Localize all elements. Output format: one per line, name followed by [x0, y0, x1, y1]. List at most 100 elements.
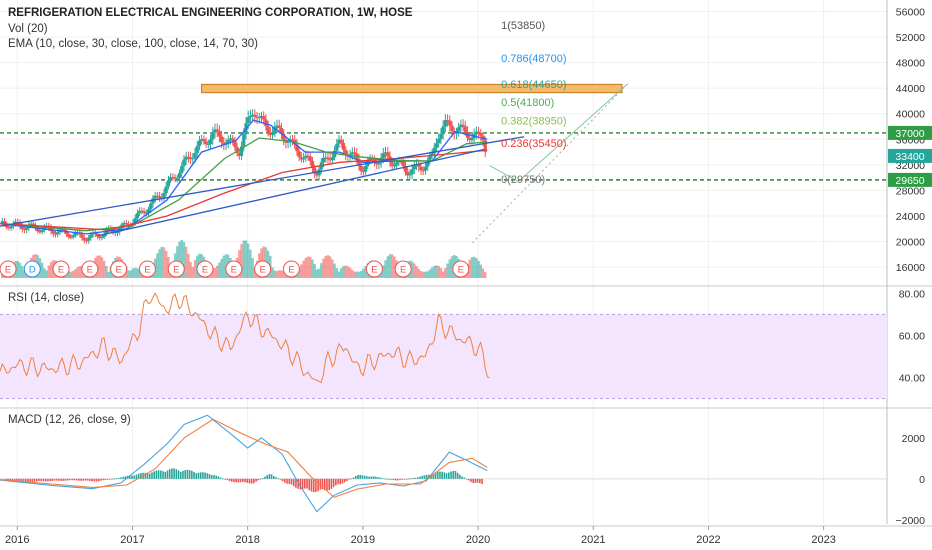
macd-histogram-bar: [44, 478, 47, 482]
macd-histogram-bar: [288, 478, 291, 484]
volume-bar: [302, 260, 305, 278]
candle-body: [375, 162, 379, 165]
volume-bar: [98, 255, 101, 278]
macd-histogram-bar: [286, 478, 288, 484]
macd-histogram-bar: [381, 478, 384, 479]
volume-bar: [446, 263, 449, 278]
macd-histogram-bar: [383, 478, 386, 480]
price-tag-label: 33400: [895, 151, 924, 163]
volume-bar: [253, 267, 257, 278]
macd-histogram-bar: [31, 478, 34, 482]
volume-bar: [215, 265, 219, 278]
volume-bar: [16, 261, 20, 278]
macd-line: [0, 414, 488, 513]
macd-histogram-bar: [363, 475, 366, 479]
macd-histogram-bar: [80, 478, 82, 481]
macd-histogram-bar: [73, 478, 76, 481]
volume-bar: [359, 271, 363, 278]
macd-histogram-bar: [33, 478, 36, 482]
macd-histogram-bar: [157, 470, 160, 479]
macd-histogram-bar: [452, 470, 455, 479]
macd-histogram-bar: [284, 478, 286, 483]
macd-histogram-bar: [171, 468, 173, 479]
candle-body: [417, 164, 421, 167]
macd-histogram-bar: [328, 478, 330, 490]
macd-histogram-bar: [140, 473, 142, 479]
candle-body: [146, 209, 151, 213]
macd-histogram-bar: [308, 478, 311, 491]
macd-histogram-bar: [144, 472, 147, 479]
candle-body: [180, 165, 184, 174]
candle-body: [197, 140, 202, 147]
projection-arrow-down: [489, 165, 519, 182]
candle-body: [262, 115, 266, 120]
candle-body: [383, 152, 388, 154]
macd-histogram-bar: [401, 478, 404, 480]
time-tick-label: 2021: [581, 534, 605, 546]
macd-histogram-bar: [208, 474, 211, 479]
volume-bar: [162, 247, 166, 278]
time-tick-label: 2020: [466, 534, 490, 546]
volume-bar: [100, 257, 104, 278]
candle-body: [162, 193, 166, 198]
volume-bar: [468, 259, 471, 278]
candle-body: [89, 234, 93, 238]
candle-body: [459, 124, 463, 128]
candle-body: [372, 159, 377, 163]
volume-bar: [393, 256, 396, 278]
volume-bar: [313, 263, 316, 278]
candle-body: [270, 132, 275, 136]
macd-histogram-bar: [343, 478, 346, 483]
volume-bar: [448, 259, 451, 278]
candle-body: [297, 151, 301, 158]
macd-histogram-bar: [206, 473, 209, 479]
candle-body: [463, 126, 467, 132]
earnings-marker: [52, 260, 70, 278]
candle-body: [38, 231, 42, 233]
macd-histogram-bar: [425, 474, 428, 479]
price-tick-label: 56000: [896, 7, 925, 19]
earnings-marker: [81, 260, 99, 278]
candle-body: [173, 177, 177, 179]
macd-tick-label: 0: [919, 474, 925, 486]
candle-body: [434, 143, 439, 148]
candle-body: [290, 139, 295, 141]
macd-histogram-bar: [330, 478, 333, 489]
macd-histogram-bar: [257, 478, 260, 481]
macd-histogram-bar: [175, 469, 178, 479]
macd-histogram-bar: [71, 478, 74, 481]
earnings-marker-label: E: [87, 265, 93, 276]
volume-bar: [346, 266, 350, 278]
volume-bar: [191, 266, 195, 278]
volume-bar: [21, 266, 24, 278]
price-tag-label: 29650: [895, 175, 924, 187]
macd-histogram-bar: [237, 478, 240, 483]
candle-body: [175, 177, 179, 179]
rsi-tick-label: 80.00: [899, 288, 925, 300]
macd-histogram-bar: [111, 478, 113, 480]
earnings-marker-label: E: [231, 265, 237, 276]
macd-histogram-bar: [69, 478, 71, 481]
macd-histogram-bar: [224, 478, 226, 480]
macd-histogram-bar: [42, 478, 45, 482]
volume-bar: [193, 260, 197, 278]
candle-body: [412, 165, 416, 170]
macd-histogram-bar: [35, 478, 38, 482]
price-tick-label: 28000: [896, 185, 925, 197]
earnings-marker: [365, 260, 383, 278]
volume-label: Vol (20): [8, 23, 48, 35]
macd-histogram-bar: [62, 478, 65, 481]
candle-body: [195, 146, 199, 154]
volume-bar: [244, 240, 248, 278]
candle-body: [450, 125, 454, 132]
earnings-marker-label: E: [259, 265, 265, 276]
macd-histogram-bar: [255, 478, 257, 482]
volume-bar: [320, 263, 323, 278]
volume-bar: [424, 271, 427, 278]
candle-body: [204, 141, 208, 145]
macd-histogram-bar: [301, 478, 304, 490]
macd-histogram-bar: [191, 470, 193, 479]
volume-bar: [422, 271, 425, 278]
